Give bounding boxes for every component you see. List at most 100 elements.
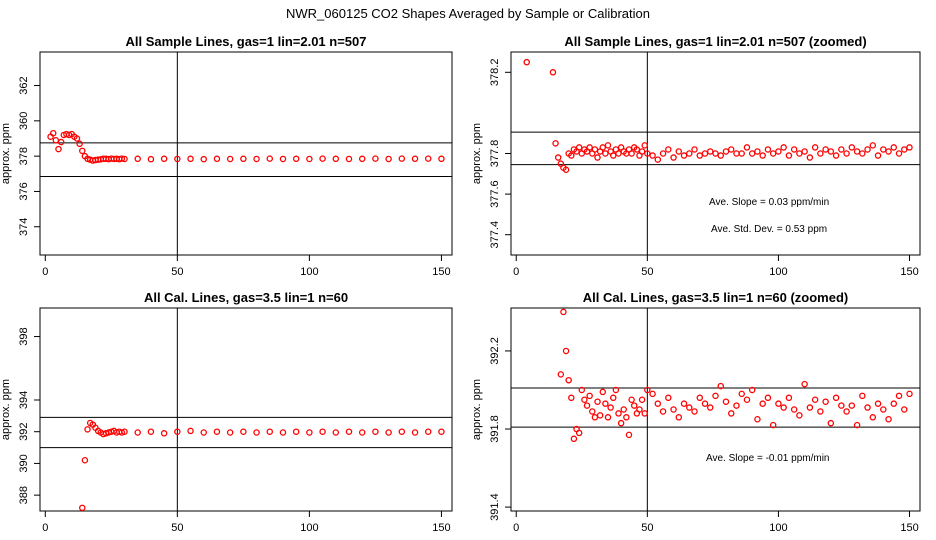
data-point: [665, 146, 672, 153]
y-tick-label: 377.6: [489, 180, 501, 208]
data-point: [906, 390, 913, 398]
data-point: [801, 380, 808, 388]
data-point: [649, 152, 656, 159]
data-point: [438, 155, 445, 163]
data-point: [345, 155, 353, 163]
data-point: [599, 144, 607, 151]
x-tick-label: 100: [300, 522, 318, 534]
data-point: [654, 400, 662, 407]
data-point: [785, 152, 793, 159]
y-tick-label: 392.2: [489, 337, 501, 365]
data-point: [604, 414, 612, 421]
data-point: [748, 150, 756, 157]
data-point: [680, 400, 688, 407]
data-point: [332, 155, 340, 163]
data-point: [610, 152, 617, 159]
data-point: [785, 394, 793, 402]
data-point: [641, 410, 648, 417]
data-point: [738, 390, 745, 398]
data-point: [649, 390, 656, 398]
data-point: [586, 144, 593, 151]
data-point: [895, 150, 903, 157]
chart-title: All Sample Lines, gas=1 lin=2.01 n=507 (…: [564, 34, 866, 49]
data-point: [625, 431, 633, 439]
data-point: [345, 428, 353, 435]
data-point: [659, 150, 667, 157]
data-point: [869, 414, 877, 421]
x-tick-label: 150: [900, 522, 918, 534]
data-point: [665, 394, 672, 402]
data-point: [890, 400, 898, 407]
data-point: [586, 392, 593, 400]
data-point: [620, 406, 627, 413]
chart-title: All Cal. Lines, gas=3.5 lin=1 n=60: [144, 290, 348, 305]
y-tick-label: 376: [18, 182, 30, 200]
data-point: [147, 428, 155, 435]
data-point: [764, 146, 772, 153]
y-axis-label: approx. ppm: [0, 123, 12, 184]
data-point: [615, 410, 622, 417]
data-point: [885, 416, 892, 423]
data-point: [411, 429, 419, 436]
chart-annotation: Ave. Slope = -0.01 ppm/min: [706, 453, 830, 464]
chart-panel-2: All Sample Lines, gas=1 lin=2.01 n=507 (…: [471, 34, 921, 278]
data-point: [769, 150, 777, 157]
y-axis-label: approx. ppm: [471, 123, 483, 184]
data-point: [187, 427, 194, 435]
x-tick-label: 150: [900, 266, 918, 278]
data-point: [570, 435, 578, 443]
plot-frame: [39, 51, 453, 256]
data-point: [591, 414, 599, 421]
data-point: [562, 166, 570, 173]
data-point: [81, 456, 89, 464]
chart-panel-4: All Cal. Lines, gas=3.5 lin=1 n=60 (zoom…: [471, 290, 921, 534]
data-point: [801, 148, 808, 155]
data-point: [654, 156, 662, 163]
chart-annotation: Ave. Std. Dev. = 0.53 ppm: [711, 224, 827, 235]
data-point: [644, 150, 651, 157]
data-point: [790, 146, 798, 153]
data-point: [213, 428, 221, 435]
data-point: [638, 396, 646, 403]
data-point: [722, 398, 730, 405]
data-point: [670, 154, 677, 161]
data-point: [775, 400, 782, 407]
data-point: [817, 150, 824, 157]
data-point: [727, 146, 735, 153]
y-tick-label: 377.4: [489, 221, 501, 249]
data-point: [200, 155, 207, 163]
x-tick-label: 0: [513, 522, 519, 534]
data-point: [602, 400, 609, 407]
data-point: [372, 428, 379, 435]
data-point: [641, 142, 648, 149]
data-point: [79, 147, 86, 155]
data-point: [822, 146, 829, 153]
data-point: [630, 402, 638, 409]
data-point: [552, 140, 559, 147]
data-point: [306, 429, 313, 436]
data-point: [636, 406, 643, 413]
data-point: [253, 155, 260, 163]
data-point: [612, 386, 620, 394]
data-point: [838, 146, 845, 153]
y-axis-label: approx. ppm: [0, 379, 12, 440]
data-point: [385, 155, 392, 163]
data-point: [589, 408, 596, 415]
data-point: [602, 150, 609, 157]
data-point: [874, 152, 882, 159]
data-point: [733, 402, 740, 409]
data-point: [385, 429, 392, 436]
x-tick-label: 100: [769, 522, 787, 534]
data-point: [319, 155, 326, 162]
data-point: [160, 155, 168, 163]
data-point: [560, 308, 567, 316]
data-point: [599, 388, 607, 396]
data-point: [604, 142, 612, 149]
data-point: [279, 155, 287, 163]
data-point: [827, 419, 835, 427]
data-point: [319, 428, 326, 435]
data-point: [279, 429, 287, 436]
y-tick-label: 378.2: [489, 59, 501, 87]
chart-panel-1: All Sample Lines, gas=1 lin=2.01 n=507 0 5…: [0, 34, 453, 278]
